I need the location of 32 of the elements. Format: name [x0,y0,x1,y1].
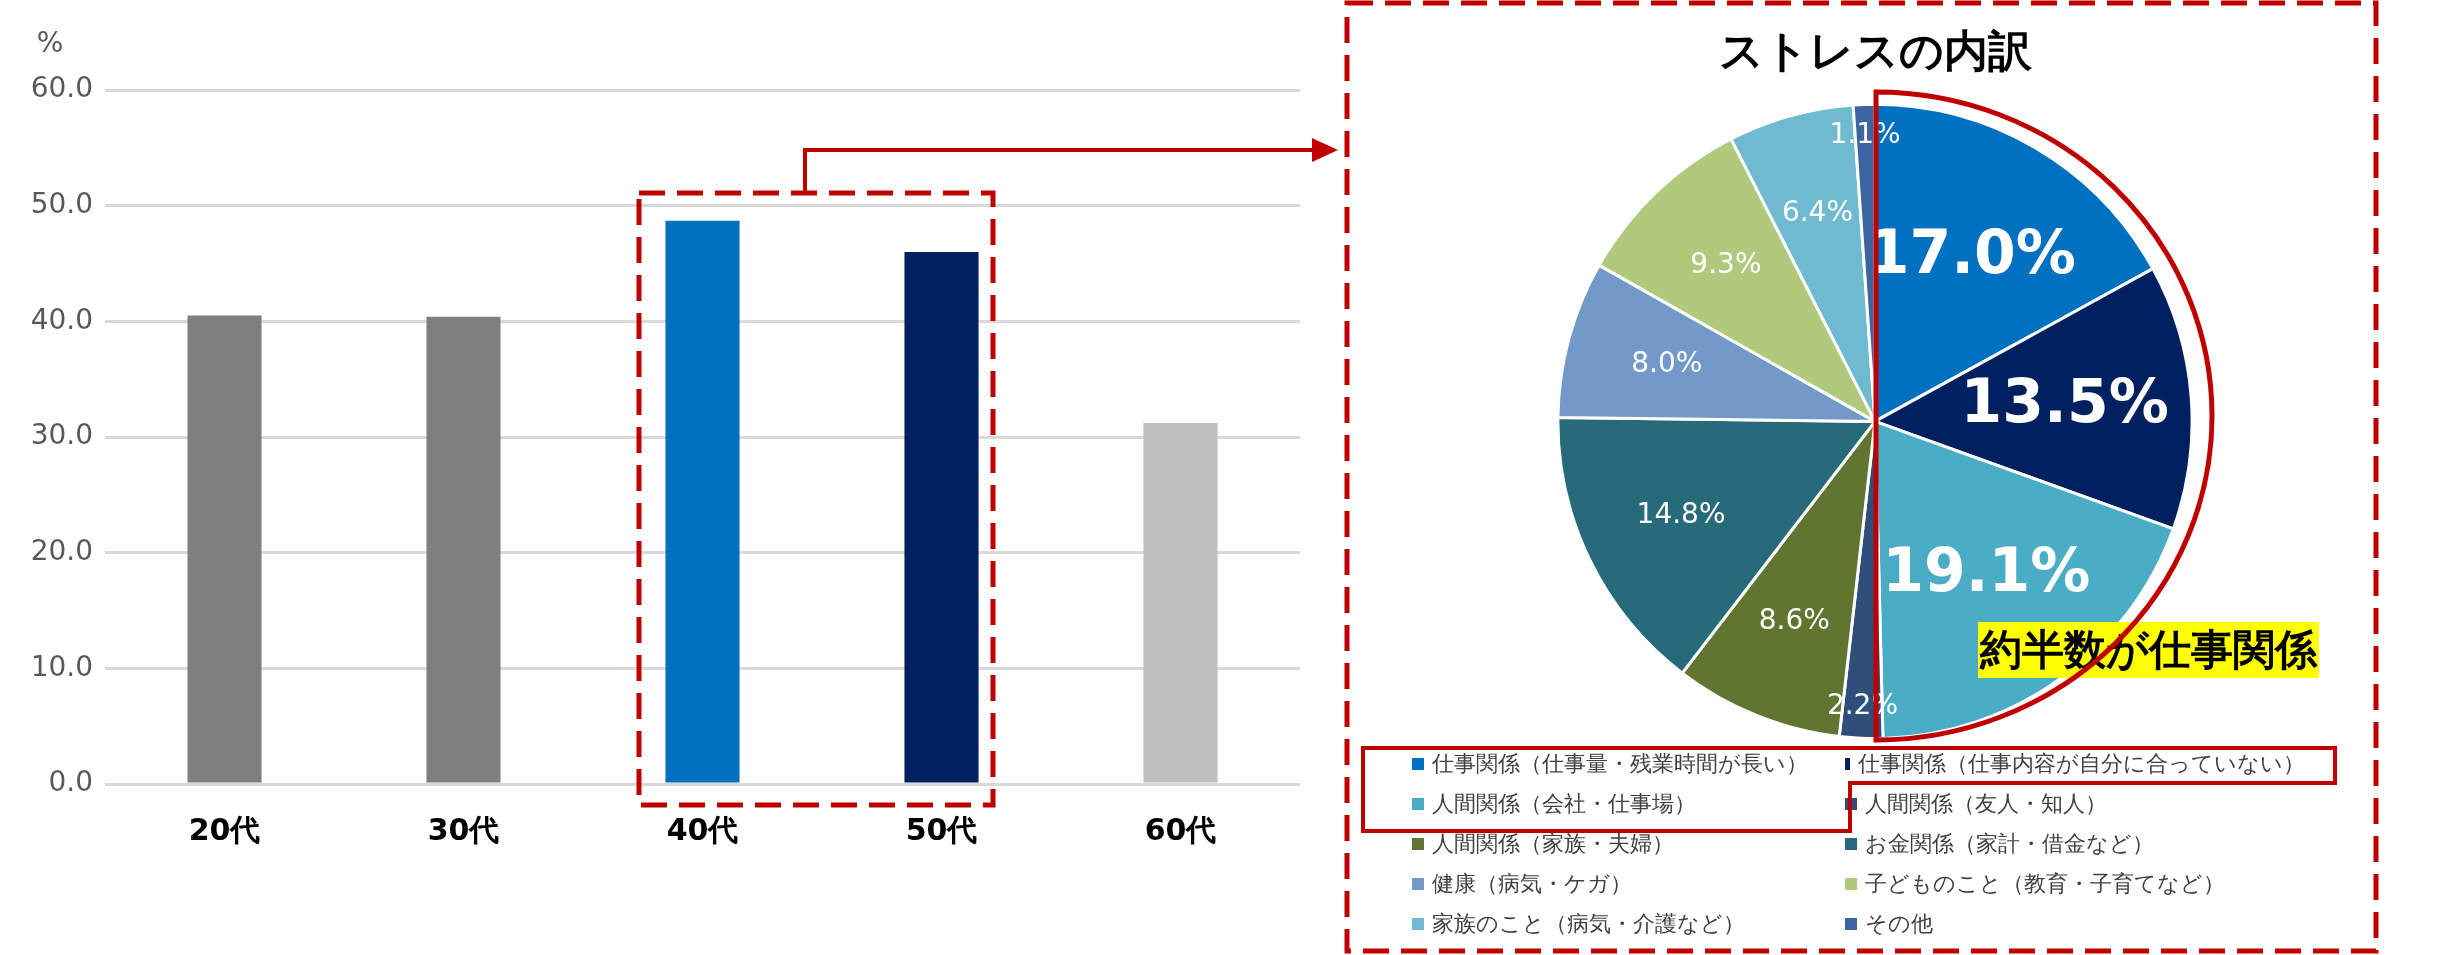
data-label: 8.0% [1631,346,1703,380]
y-tick-label: 0.0 [48,765,93,799]
x-tick-label: 40代 [666,811,739,847]
x-tick-label: 50代 [905,811,978,847]
y-tick-label: 20.0 [30,533,93,567]
y-axis-title: % [36,26,64,59]
legend-label: 仕事関係（仕事量・残業時間が長い） [1432,750,1808,778]
data-label: 14.8% [1636,496,1726,530]
data-label: 17.0% [1867,217,2076,288]
data-label: 8.6% [1758,602,1830,636]
x-tick-label: 20代 [188,811,261,847]
y-tick-label: 40.0 [30,302,93,336]
data-label: 19.1% [1882,535,2091,606]
legend-label: 家族のこと（病気・介護など） [1432,910,1745,938]
legend-label: 仕事関係（仕事内容が自分に合っていない） [1858,750,2305,778]
y-tick-label: 50.0 [30,186,93,220]
legend-label: 健康（病気・ケガ） [1432,870,1632,898]
legend-label: 人間関係（会社・仕事場） [1432,790,1696,818]
y-tick-label: 10.0 [30,649,93,683]
x-tick-label: 30代 [427,811,500,847]
x-tick-label: 60代 [1144,811,1217,847]
legend-label: 子どものこと（教育・子育てなど） [1865,870,2225,898]
chart-title: ストレスの内訳 [1718,24,2033,76]
legend-label: その他 [1865,910,1933,938]
y-tick-label: 30.0 [30,418,93,452]
data-label: 13.5% [1960,366,2169,437]
y-tick-label: 60.0 [30,71,93,105]
data-label: 6.4% [1781,194,1854,228]
legend-label: 人間関係（家族・夫婦） [1432,830,1674,858]
legend-label: 人間関係（友人・知人） [1865,790,2107,818]
data-label: 9.3% [1690,246,1762,280]
legend-label: お金関係（家計・借金など） [1865,830,2154,858]
